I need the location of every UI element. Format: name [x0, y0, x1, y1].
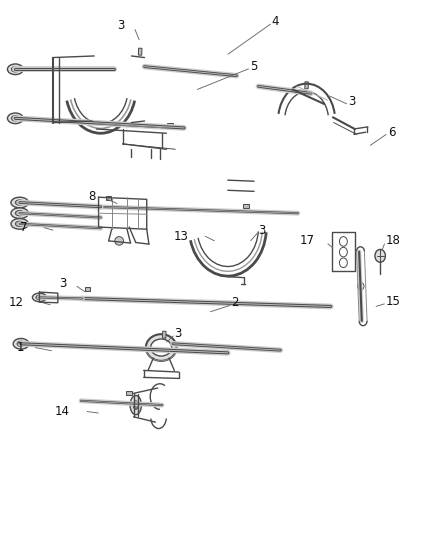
Text: 1: 1 — [17, 341, 24, 354]
Ellipse shape — [358, 282, 364, 290]
Ellipse shape — [375, 249, 385, 262]
Polygon shape — [167, 123, 173, 127]
Text: 12: 12 — [9, 296, 24, 309]
Ellipse shape — [15, 200, 24, 205]
Text: 3: 3 — [59, 277, 67, 290]
Ellipse shape — [115, 237, 124, 245]
Text: 5: 5 — [250, 60, 257, 72]
Polygon shape — [85, 287, 90, 292]
Text: 4: 4 — [272, 15, 279, 28]
Text: 13: 13 — [173, 230, 188, 243]
Ellipse shape — [11, 116, 19, 121]
Ellipse shape — [133, 401, 138, 409]
Polygon shape — [305, 82, 308, 89]
Text: 15: 15 — [385, 295, 400, 308]
Ellipse shape — [11, 219, 28, 229]
Ellipse shape — [339, 237, 347, 246]
Ellipse shape — [11, 208, 28, 219]
Text: 2: 2 — [231, 296, 239, 309]
Polygon shape — [162, 331, 166, 338]
Ellipse shape — [339, 247, 347, 257]
Ellipse shape — [7, 113, 23, 124]
Ellipse shape — [36, 295, 43, 300]
Text: 18: 18 — [385, 235, 400, 247]
Ellipse shape — [17, 341, 25, 346]
Text: 17: 17 — [300, 235, 314, 247]
Text: 6: 6 — [388, 126, 395, 139]
Polygon shape — [138, 48, 142, 55]
Text: 3: 3 — [174, 327, 182, 340]
Text: 8: 8 — [88, 190, 95, 203]
Text: 3: 3 — [258, 224, 266, 237]
Ellipse shape — [151, 339, 172, 356]
Ellipse shape — [11, 67, 19, 72]
Ellipse shape — [15, 221, 24, 227]
Ellipse shape — [13, 338, 29, 349]
Polygon shape — [244, 204, 249, 208]
Ellipse shape — [7, 64, 23, 75]
Ellipse shape — [130, 395, 141, 415]
Ellipse shape — [339, 258, 347, 268]
Text: 3: 3 — [348, 95, 356, 108]
Text: 3: 3 — [117, 19, 125, 32]
Text: 7: 7 — [20, 221, 27, 234]
Ellipse shape — [32, 293, 46, 302]
Ellipse shape — [11, 197, 28, 208]
Ellipse shape — [146, 334, 177, 361]
Ellipse shape — [15, 211, 24, 216]
Polygon shape — [126, 391, 132, 395]
Polygon shape — [106, 196, 111, 200]
Text: 14: 14 — [55, 405, 70, 418]
